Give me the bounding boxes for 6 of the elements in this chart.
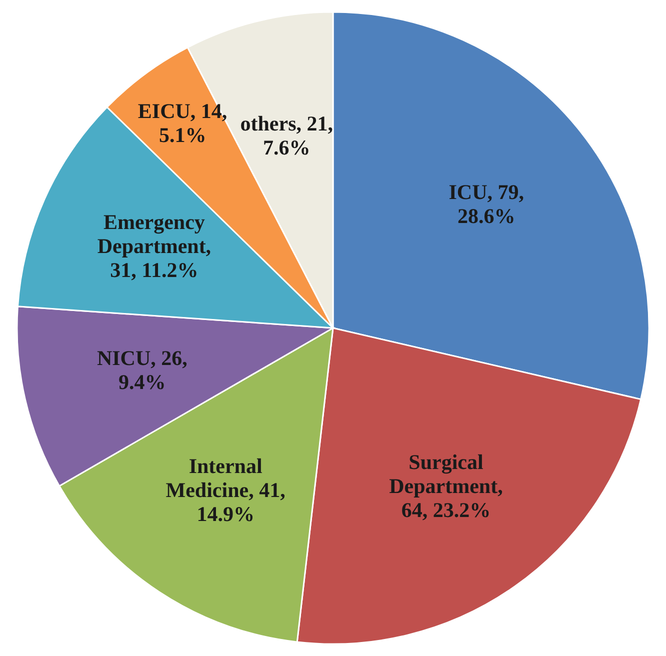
slice-label: Surgical Department, 64, 23.2% — [389, 450, 503, 522]
slice-label: ICU, 79, 28.6% — [448, 180, 524, 228]
slice-label: others, 21, 7.6% — [240, 111, 333, 160]
slice-label: Emergency Department, 31, 11.2% — [97, 210, 212, 282]
slice-label: Internal Medicine, 41, 14.9% — [166, 454, 286, 526]
slice-label: NICU, 26, 9.4% — [96, 346, 188, 394]
